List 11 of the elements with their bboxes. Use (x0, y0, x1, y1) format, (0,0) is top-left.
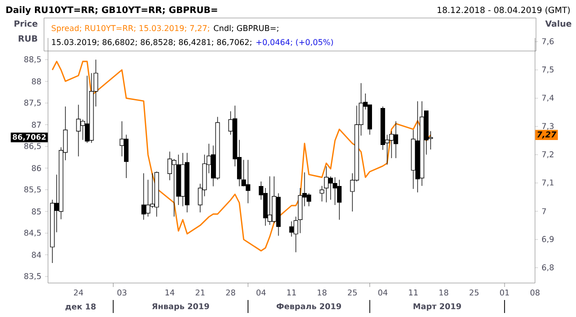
y2-axis-title: Value (545, 20, 572, 27)
candlestick (324, 166, 329, 203)
candlestick (289, 221, 294, 237)
chart-subtitle: 18.12.2018 - 08.04.2019 (GMT) (438, 6, 570, 14)
candlestick (167, 151, 172, 181)
chart-title: Daily RU10YT=RR; GB10YT=RR; GBPRUB= (6, 6, 218, 15)
candlestick (246, 160, 250, 204)
candlestick (76, 104, 81, 157)
candlestick (172, 158, 176, 217)
y-axis-title: Price RUB (14, 20, 38, 42)
line-series (52, 60, 432, 252)
